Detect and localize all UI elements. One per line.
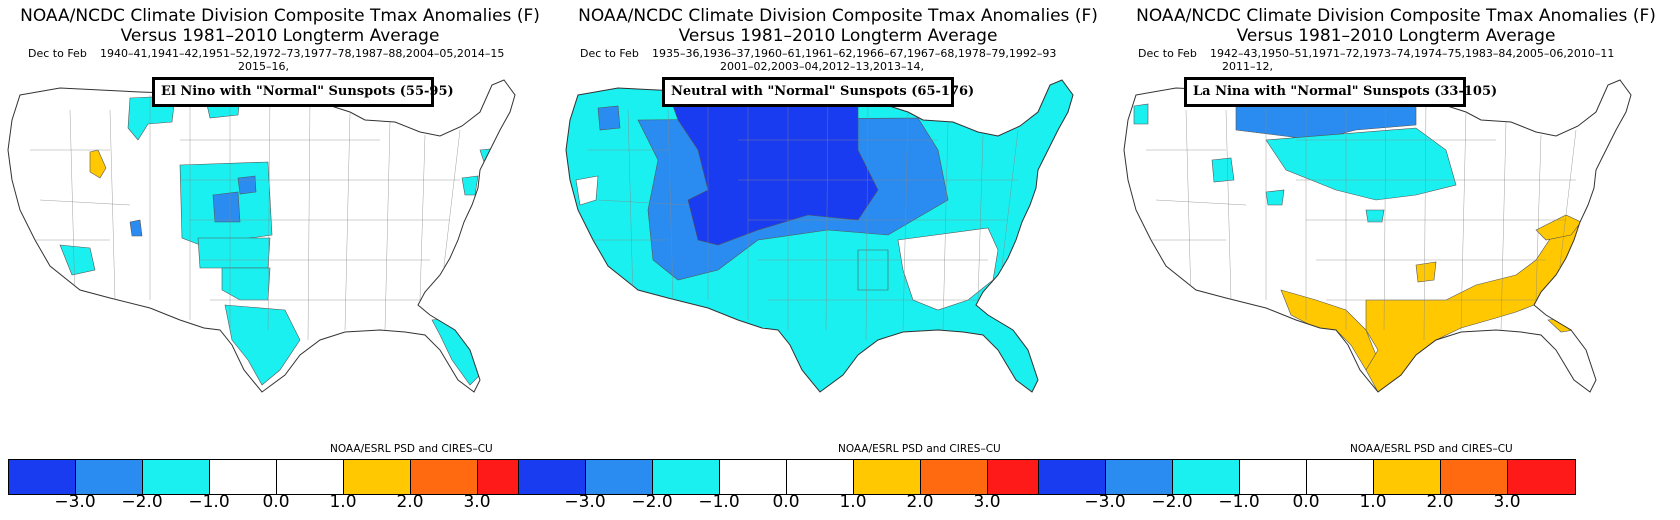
scale-tick: −2.0 [631,492,673,512]
scale-tick: 2.0 [906,492,934,512]
years-line-2: 2015–16, [238,60,289,73]
scale-cell [210,460,277,494]
scale-cell [411,460,478,494]
scale-cell [1173,460,1240,494]
scale-cell [519,460,586,494]
scale-tick: −1.0 [188,492,230,512]
scale-tick: 3.0 [463,492,491,512]
scale-cell [1240,460,1307,494]
years-line-2: 2001–02,2003–04,2012–13,2013–14, [720,60,924,73]
scale-tick: 0.0 [1292,492,1320,512]
panel-la-nina: NOAA/NCDC Climate Division Composite Tma… [1038,0,1676,520]
credit-text: NOAA/ESRL PSD and CIRES–CU [330,443,493,455]
scale-tick: 0.0 [262,492,290,512]
division-lines [578,95,1019,341]
division-lines [20,95,461,341]
anomaly-regions [1133,93,1582,392]
scale-tick: −2.0 [1151,492,1193,512]
us-outline [565,79,1074,393]
anomaly-regions [566,80,1073,392]
scale-tick: −2.0 [121,492,163,512]
us-anomaly-map [565,79,1074,393]
scale-tick: 3.0 [973,492,1001,512]
credit-text: NOAA/ESRL PSD and CIRES–CU [1350,443,1513,455]
scale-tick: −3.0 [564,492,606,512]
color-scale [518,459,1056,495]
scale-cell [787,460,854,494]
scale-cell [1039,460,1106,494]
scale-tick: −3.0 [1084,492,1126,512]
scale-tick: 3.0 [1493,492,1521,512]
composite-label: El Nino with "Normal" Sunspots (55-95) [152,77,454,107]
scale-tick: 1.0 [329,492,357,512]
map-title: NOAA/NCDC Climate Division Composite Tma… [20,6,540,26]
season-label: Dec to Feb [1138,47,1197,60]
scale-tick: −1.0 [698,492,740,512]
us-anomaly-map [7,79,516,393]
scale-cell [653,460,720,494]
years-line-1: 1940–41,1941–42,1951–52,1972–73,1977–78,… [100,47,505,60]
panel-neutral: NOAA/NCDC Climate Division Composite Tma… [518,0,1118,520]
color-scale [1038,459,1576,495]
scale-tick: 1.0 [1359,492,1387,512]
scale-cell [9,460,76,494]
composite-label: Neutral with "Normal" Sunspots (65-176) [662,77,974,107]
map-subtitle: Versus 1981–2010 Longterm Average [1236,26,1556,46]
us-outline [1123,79,1632,393]
scale-cell [1441,460,1508,494]
scale-cell [143,460,210,494]
scale-cell [921,460,988,494]
season-label: Dec to Feb [28,47,87,60]
map-subtitle: Versus 1981–2010 Longterm Average [120,26,440,46]
anomaly-regions [59,95,501,386]
map-title: NOAA/NCDC Climate Division Composite Tma… [578,6,1098,26]
scale-tick: 2.0 [1426,492,1454,512]
season-label: Dec to Feb [580,47,639,60]
scale-tick: 0.0 [772,492,800,512]
scale-cell [1307,460,1374,494]
scale-tick: 2.0 [396,492,424,512]
us-outline [7,79,516,393]
scale-cell [586,460,653,494]
years-line-2: 2011–12, [1222,60,1273,73]
scale-tick: 1.0 [839,492,867,512]
panel-el-nino: NOAA/NCDC Climate Division Composite Tma… [0,0,560,520]
scale-cell [854,460,921,494]
division-lines [1136,95,1577,341]
color-scale [8,459,546,495]
scale-cell [720,460,787,494]
scale-cell [1374,460,1441,494]
us-anomaly-map [1123,79,1632,393]
credit-text: NOAA/ESRL PSD and CIRES–CU [838,443,1001,455]
scale-cell [344,460,411,494]
map-title: NOAA/NCDC Climate Division Composite Tma… [1136,6,1656,26]
scale-cell [76,460,143,494]
scale-cell [1106,460,1173,494]
map-subtitle: Versus 1981–2010 Longterm Average [678,26,998,46]
scale-tick: −1.0 [1218,492,1260,512]
years-line-1: 1942–43,1950–51,1971–72,1973–74,1974–75,… [1210,47,1615,60]
years-line-1: 1935–36,1936–37,1960–61,1961–62,1966–67,… [652,47,1057,60]
scale-tick: −3.0 [54,492,96,512]
scale-cell [1508,460,1575,494]
composite-label: La Nina with "Normal" Sunspots (33-105) [1184,77,1497,107]
scale-cell [277,460,344,494]
